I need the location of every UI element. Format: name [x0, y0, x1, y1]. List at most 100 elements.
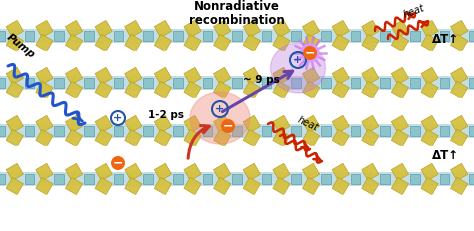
Polygon shape — [302, 34, 320, 52]
Text: −: − — [305, 46, 315, 60]
Polygon shape — [302, 163, 320, 181]
Polygon shape — [450, 115, 468, 133]
Polygon shape — [125, 177, 142, 195]
Polygon shape — [143, 31, 153, 41]
Polygon shape — [421, 115, 438, 133]
Polygon shape — [450, 20, 468, 38]
Polygon shape — [262, 78, 272, 88]
Polygon shape — [243, 34, 261, 52]
Polygon shape — [0, 126, 5, 136]
Polygon shape — [469, 31, 474, 41]
Polygon shape — [273, 34, 290, 52]
Polygon shape — [36, 34, 53, 52]
Polygon shape — [362, 81, 379, 99]
Polygon shape — [410, 126, 419, 136]
Polygon shape — [36, 67, 53, 85]
Polygon shape — [36, 20, 53, 38]
Polygon shape — [410, 31, 419, 41]
Polygon shape — [213, 129, 231, 147]
Polygon shape — [351, 78, 360, 88]
Polygon shape — [125, 20, 142, 38]
Polygon shape — [243, 115, 261, 133]
Polygon shape — [36, 177, 53, 195]
Text: Nonradiative
recombination: Nonradiative recombination — [189, 0, 285, 27]
Polygon shape — [36, 163, 53, 181]
Polygon shape — [332, 34, 349, 52]
Polygon shape — [421, 67, 438, 85]
Polygon shape — [25, 174, 35, 184]
Polygon shape — [213, 81, 231, 99]
Polygon shape — [321, 174, 331, 184]
Bar — [0, 172, 474, 186]
Polygon shape — [273, 20, 290, 38]
Polygon shape — [213, 20, 231, 38]
Polygon shape — [213, 67, 231, 85]
Polygon shape — [273, 67, 290, 85]
Polygon shape — [351, 174, 360, 184]
Polygon shape — [6, 177, 24, 195]
Polygon shape — [439, 31, 449, 41]
Polygon shape — [332, 81, 349, 99]
Polygon shape — [202, 174, 212, 184]
Polygon shape — [6, 20, 24, 38]
Polygon shape — [302, 177, 320, 195]
Polygon shape — [184, 129, 201, 147]
Polygon shape — [421, 20, 438, 38]
Text: ΔT↑: ΔT↑ — [432, 149, 459, 162]
Polygon shape — [391, 163, 409, 181]
Polygon shape — [410, 174, 419, 184]
Bar — [0, 98, 474, 107]
Polygon shape — [391, 20, 409, 38]
Polygon shape — [469, 78, 474, 88]
Polygon shape — [95, 81, 112, 99]
Polygon shape — [65, 115, 83, 133]
Polygon shape — [321, 78, 331, 88]
Polygon shape — [125, 67, 142, 85]
Text: ΔT↑: ΔT↑ — [432, 33, 459, 46]
Polygon shape — [292, 126, 301, 136]
Polygon shape — [114, 31, 123, 41]
Polygon shape — [232, 126, 242, 136]
Polygon shape — [202, 126, 212, 136]
Bar — [0, 0, 474, 19]
Polygon shape — [6, 81, 24, 99]
Polygon shape — [184, 34, 201, 52]
Polygon shape — [184, 67, 201, 85]
Polygon shape — [25, 31, 35, 41]
Polygon shape — [65, 163, 83, 181]
Polygon shape — [273, 129, 290, 147]
Polygon shape — [321, 126, 331, 136]
Polygon shape — [391, 34, 409, 52]
Polygon shape — [332, 163, 349, 181]
Polygon shape — [302, 67, 320, 85]
Polygon shape — [450, 177, 468, 195]
Bar — [0, 124, 474, 138]
Polygon shape — [65, 177, 83, 195]
Polygon shape — [421, 81, 438, 99]
Bar — [0, 76, 474, 90]
Polygon shape — [380, 174, 390, 184]
Polygon shape — [302, 129, 320, 147]
Polygon shape — [65, 81, 83, 99]
Polygon shape — [6, 163, 24, 181]
Polygon shape — [154, 163, 172, 181]
Polygon shape — [173, 126, 182, 136]
Polygon shape — [95, 163, 112, 181]
Polygon shape — [421, 163, 438, 181]
Polygon shape — [154, 129, 172, 147]
Polygon shape — [362, 129, 379, 147]
Bar — [0, 146, 474, 155]
Text: 1-2 ps: 1-2 ps — [148, 110, 184, 120]
Polygon shape — [154, 67, 172, 85]
Polygon shape — [55, 174, 64, 184]
Polygon shape — [213, 115, 231, 133]
Polygon shape — [125, 115, 142, 133]
Polygon shape — [380, 126, 390, 136]
Polygon shape — [213, 163, 231, 181]
Polygon shape — [202, 31, 212, 41]
Polygon shape — [154, 34, 172, 52]
Polygon shape — [292, 78, 301, 88]
Polygon shape — [173, 78, 182, 88]
Polygon shape — [450, 67, 468, 85]
Polygon shape — [65, 129, 83, 147]
